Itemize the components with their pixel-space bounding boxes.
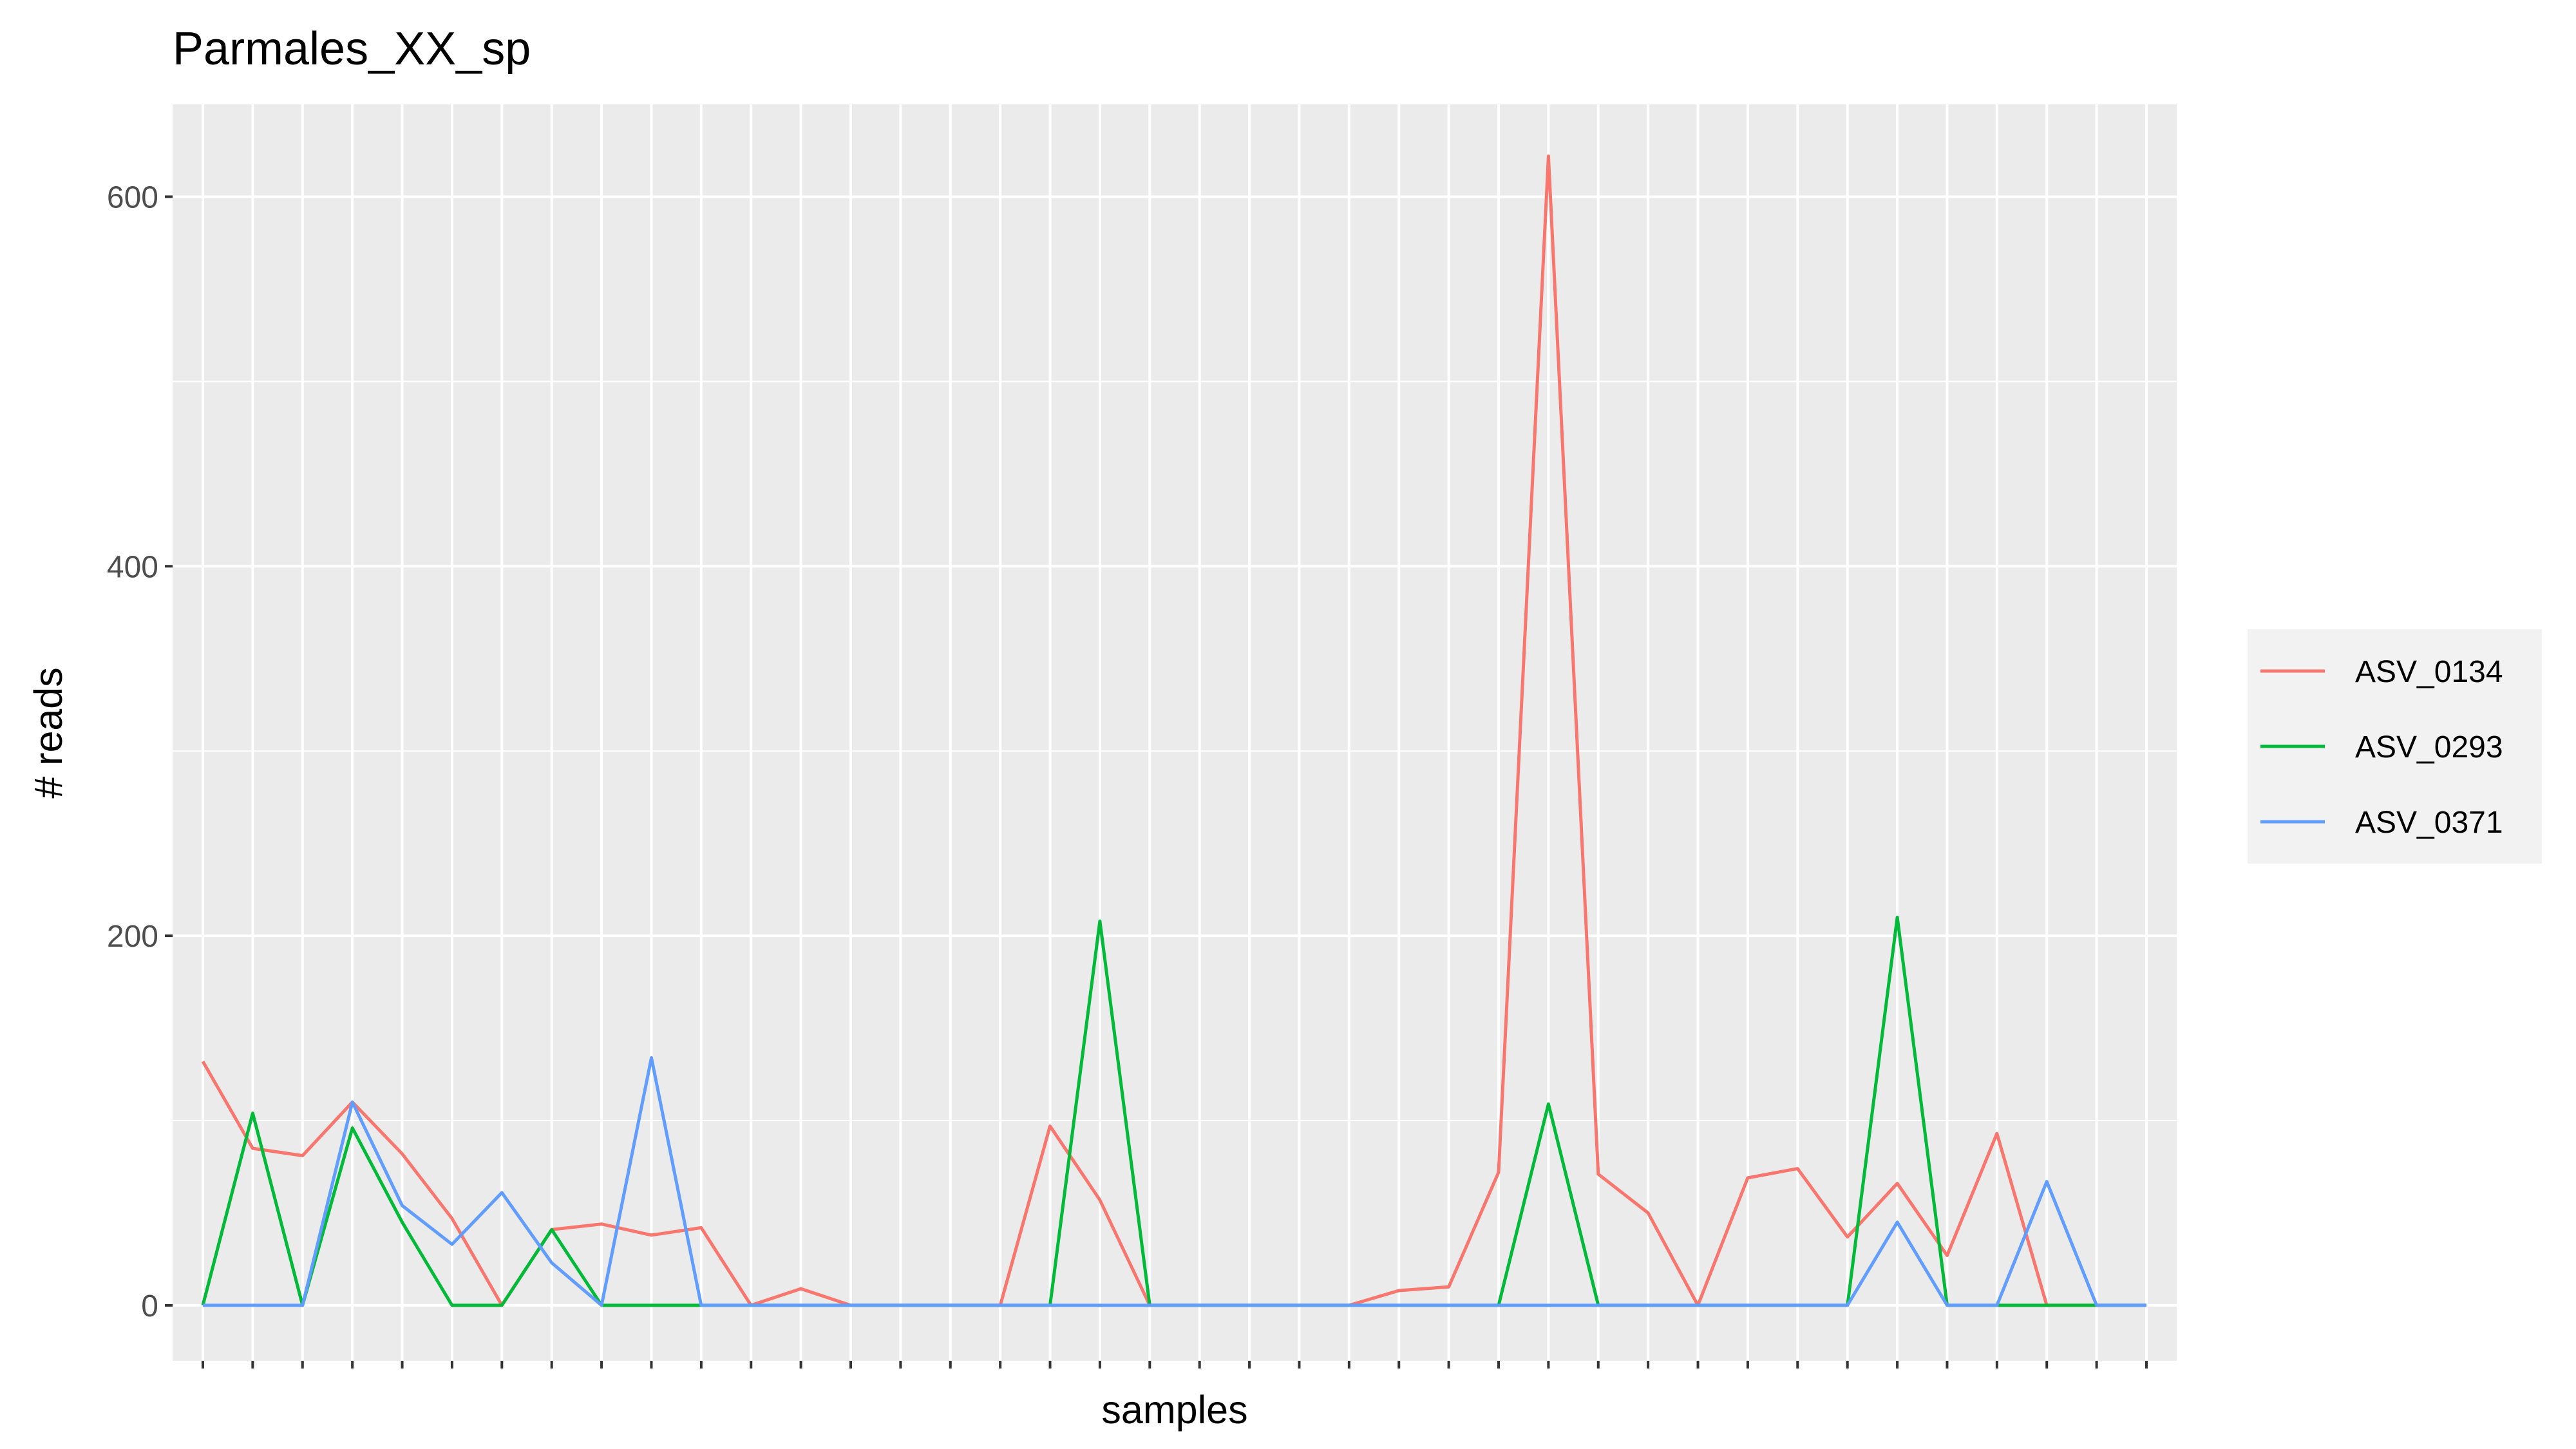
series-line-asv-0371 xyxy=(203,1056,2146,1307)
y-tick-label: 0 xyxy=(141,1289,158,1323)
major-gridlines xyxy=(173,104,2177,1361)
y-axis: 0 200 400 600 xyxy=(107,180,173,1323)
plot-panel xyxy=(173,104,2177,1361)
minor-gridlines xyxy=(173,381,2177,1122)
legend: ASV_0134 ASV_0293 ASV_0371 xyxy=(2248,629,2542,864)
y-tick-label: 400 xyxy=(107,550,158,584)
legend-label-asv-0371: ASV_0371 xyxy=(2355,806,2503,840)
chart-title: Parmales_XX_sp xyxy=(173,23,531,75)
legend-label-asv-0293: ASV_0293 xyxy=(2355,730,2503,764)
x-axis xyxy=(202,1361,2148,1368)
legend-label-asv-0134: ASV_0134 xyxy=(2355,655,2503,689)
y-tick-label: 200 xyxy=(107,920,158,954)
x-axis-title: samples xyxy=(1101,1388,1247,1432)
y-tick-label: 600 xyxy=(107,180,158,214)
y-axis-title: # reads xyxy=(26,667,70,798)
series-lines xyxy=(201,154,2146,1307)
